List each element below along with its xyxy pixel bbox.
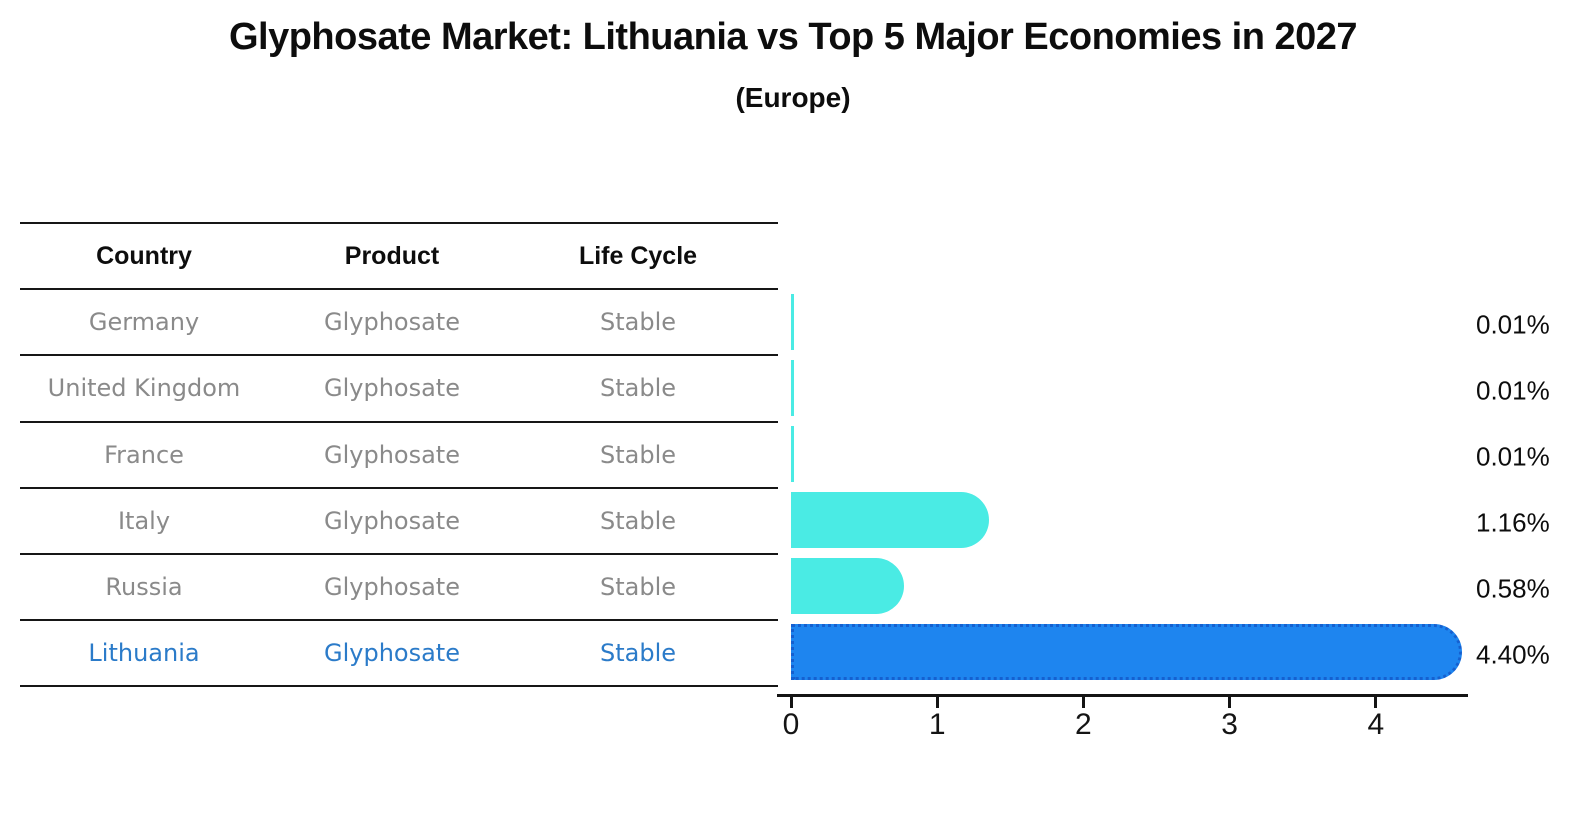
value-label: 1.16% [1476,507,1550,538]
value-label: 0.01% [1476,375,1550,406]
table-cell-product: Glyphosate [324,573,460,602]
table-row: United Kingdom Glyphosate Stable [20,354,778,420]
x-axis-tick-label: 1 [928,708,946,741]
table-cell-life-cycle: Stable [599,573,677,602]
x-axis-tick [789,697,793,708]
table-cell-product: Glyphosate [324,374,460,403]
table-cell-country: Italy [117,506,171,535]
table-row: Germany Glyphosate Stable [20,288,778,354]
table-cell-life-cycle: Stable [599,374,677,403]
table-header-row: Country Product Life Cycle [20,222,778,288]
comparison-table: Country Product Life Cycle Germany Glypho… [20,222,778,688]
table-cell-product: Glyphosate [324,308,460,337]
x-axis-tick [935,697,939,708]
table-row: Russia Glyphosate Stable [20,552,778,619]
bar-russia [791,558,904,615]
chart-title: Glyphosate Market: Lithuania vs Top 5 Ma… [228,16,1358,58]
x-axis-tick [1228,697,1232,708]
column-header-life-cycle: Life Cycle [578,241,698,270]
bar-germany [791,293,794,350]
value-label: 0.58% [1476,573,1550,604]
table-cell-product: Glyphosate [324,639,460,668]
table-cell-country: Lithuania [88,639,200,668]
table-cell-country: United Kingdom [47,374,241,403]
bar-lithuania [791,624,1463,681]
value-label: 4.40% [1476,639,1550,670]
bar-italy [791,492,989,549]
table-cell-country: Germany [88,308,200,337]
table-cell-product: Glyphosate [324,506,460,535]
table-row: Italy Glyphosate Stable [20,486,778,553]
table-cell-country: Russia [105,573,183,602]
bar-france [791,425,794,482]
x-axis-tick-label: 0 [782,708,800,741]
x-axis-tick-label: 2 [1075,708,1092,741]
value-label: 0.01% [1476,309,1550,340]
table-cell-product: Glyphosate [324,440,460,469]
table-cell-country: France [104,440,184,469]
chart-subtitle: (Europe) [735,82,851,113]
table-cell-life-cycle: Stable [599,308,677,337]
table-cell-life-cycle: Stable [599,440,677,469]
table-row: France Glyphosate Stable [20,420,778,487]
table-row: Lithuania Glyphosate Stable [20,619,778,685]
column-header-country: Country [96,241,192,270]
x-axis-tick [1081,697,1085,708]
comparison-table-body: Germany Glyphosate Stable United Kingdom Gly… [20,288,778,685]
x-axis-tick [1374,697,1378,708]
x-axis-line [777,694,1468,697]
table-cell-life-cycle: Stable [599,506,677,535]
x-axis-tick-label: 3 [1221,708,1238,741]
bar-united-kingdom [791,359,794,416]
value-label: 0.01% [1476,441,1550,472]
table-cell-life-cycle: Stable [599,639,677,668]
column-header-product: Product [344,241,440,270]
x-axis-tick-label: 4 [1367,708,1385,741]
